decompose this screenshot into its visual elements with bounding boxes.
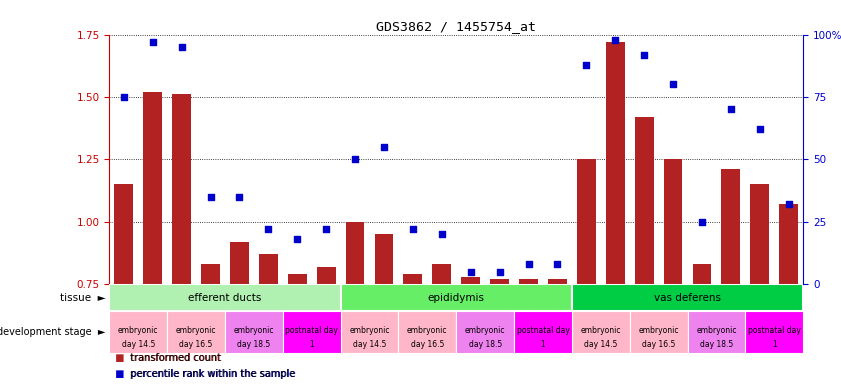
Text: postnatal day: postnatal day <box>748 326 801 334</box>
Text: postnatal day: postnatal day <box>285 326 338 334</box>
Bar <box>399 311 456 353</box>
Text: day 16.5: day 16.5 <box>410 340 444 349</box>
Text: vas deferens: vas deferens <box>654 293 721 303</box>
Text: percentile rank within the sample: percentile rank within the sample <box>130 369 295 379</box>
Bar <box>490 279 509 284</box>
Bar <box>606 42 625 284</box>
Text: embryonic: embryonic <box>234 326 274 334</box>
Bar <box>341 311 399 353</box>
Point <box>233 194 246 200</box>
Point <box>521 261 535 267</box>
Text: ■  transformed count: ■ transformed count <box>109 353 222 363</box>
Point <box>204 194 217 200</box>
Bar <box>519 279 538 284</box>
Text: epididymis: epididymis <box>428 293 484 303</box>
Point <box>262 226 275 232</box>
Bar <box>225 311 283 353</box>
Bar <box>462 276 480 284</box>
Bar <box>404 274 422 284</box>
Bar <box>230 242 249 284</box>
Text: embryonic: embryonic <box>349 326 389 334</box>
Bar <box>577 159 595 284</box>
Point <box>348 156 362 162</box>
Point <box>696 219 709 225</box>
Text: development stage  ►: development stage ► <box>0 327 105 337</box>
Bar <box>109 311 167 353</box>
Text: day 18.5: day 18.5 <box>468 340 502 349</box>
Bar <box>346 222 364 284</box>
Bar <box>745 311 803 353</box>
Text: day 14.5: day 14.5 <box>353 340 386 349</box>
Bar <box>635 117 653 284</box>
Bar <box>283 311 341 353</box>
Point <box>378 144 391 150</box>
Text: embryonic: embryonic <box>407 326 447 334</box>
Bar <box>143 92 162 284</box>
Bar <box>374 234 394 284</box>
Text: day 18.5: day 18.5 <box>237 340 271 349</box>
Bar <box>780 204 798 284</box>
Text: day 14.5: day 14.5 <box>122 340 155 349</box>
Point <box>551 261 564 267</box>
Bar <box>288 274 307 284</box>
Bar <box>172 94 191 284</box>
Bar <box>548 279 567 284</box>
Text: day 16.5: day 16.5 <box>642 340 675 349</box>
Point <box>464 269 478 275</box>
Text: embryonic: embryonic <box>696 326 737 334</box>
Bar <box>514 311 572 353</box>
Point <box>579 61 593 68</box>
Bar <box>456 311 514 353</box>
Text: day 14.5: day 14.5 <box>584 340 617 349</box>
Point <box>493 269 506 275</box>
Bar <box>722 169 740 284</box>
Point <box>406 226 420 232</box>
Point <box>782 201 796 207</box>
Bar <box>114 184 133 284</box>
Bar <box>664 159 682 284</box>
Text: embryonic: embryonic <box>176 326 216 334</box>
Bar <box>693 264 711 284</box>
Point <box>435 231 448 237</box>
Title: GDS3862 / 1455754_at: GDS3862 / 1455754_at <box>376 20 537 33</box>
Text: ■  percentile rank within the sample: ■ percentile rank within the sample <box>109 369 296 379</box>
Bar <box>167 311 225 353</box>
Bar <box>572 311 630 353</box>
Bar <box>317 266 336 284</box>
Point <box>117 94 130 100</box>
Point <box>320 226 333 232</box>
Bar <box>109 284 341 311</box>
Point <box>609 36 622 43</box>
Text: embryonic: embryonic <box>118 326 158 334</box>
Bar <box>432 264 451 284</box>
Bar <box>572 284 803 311</box>
Bar <box>259 254 278 284</box>
Text: 1: 1 <box>309 340 314 349</box>
Point <box>753 126 766 132</box>
Text: 1: 1 <box>772 340 776 349</box>
Text: efferent ducts: efferent ducts <box>188 293 262 303</box>
Text: 1: 1 <box>541 340 545 349</box>
Bar <box>630 311 687 353</box>
Point <box>724 106 738 113</box>
Text: day 18.5: day 18.5 <box>700 340 733 349</box>
Point <box>637 51 651 58</box>
Text: embryonic: embryonic <box>580 326 621 334</box>
Point <box>290 236 304 242</box>
Point <box>666 81 680 88</box>
Point <box>175 44 188 50</box>
Text: embryonic: embryonic <box>465 326 505 334</box>
Text: postnatal day: postnatal day <box>516 326 569 334</box>
Bar <box>750 184 770 284</box>
Text: tissue  ►: tissue ► <box>60 293 105 303</box>
Text: transformed count: transformed count <box>130 353 221 363</box>
Text: day 16.5: day 16.5 <box>179 340 213 349</box>
Bar <box>201 264 220 284</box>
Bar <box>341 284 572 311</box>
Bar <box>687 311 745 353</box>
Text: embryonic: embryonic <box>638 326 679 334</box>
Point <box>146 39 160 45</box>
